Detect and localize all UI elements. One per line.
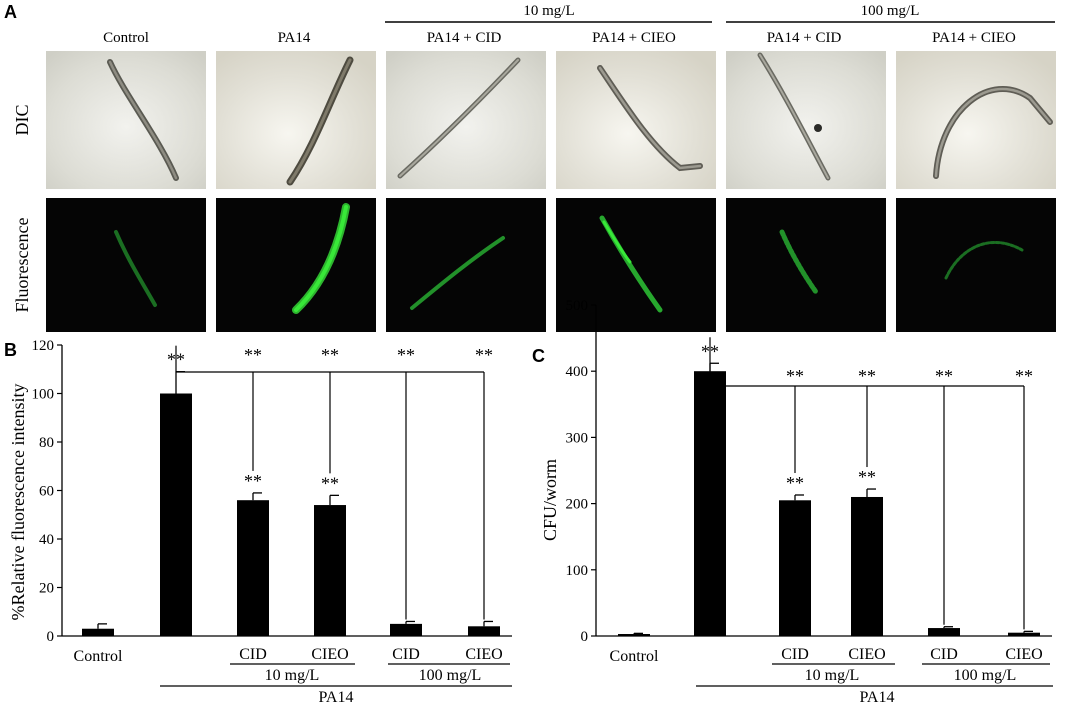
chart-b-category-cid-10: CID bbox=[239, 646, 267, 663]
fluorescence-image-cieo-100 bbox=[896, 198, 1056, 332]
panel-c: C CFU/worm 0 100 200 300 400 500 ** ** ** ** ** **… bbox=[532, 298, 1053, 706]
chart-c-bar bbox=[928, 628, 960, 636]
chart-b-bracket-mark: ** bbox=[321, 345, 339, 365]
chart-c-y-axis: 0 100 200 300 400 500 bbox=[566, 298, 1052, 645]
chart-b-category-control: Control bbox=[74, 648, 123, 665]
chart-c-y-tick-label: 500 bbox=[566, 298, 589, 314]
panel-b-letter: B bbox=[4, 340, 17, 360]
dic-image-cieo-100 bbox=[896, 51, 1056, 189]
chart-c-y-tick-label: 300 bbox=[566, 430, 589, 446]
chart-c-bar bbox=[851, 496, 883, 636]
chart-b-strain-label: PA14 bbox=[319, 689, 354, 705]
panel-c-letter: C bbox=[532, 346, 545, 366]
chart-b-bracket-mark: ** bbox=[244, 345, 262, 365]
chart-c-y-tick-label: 400 bbox=[566, 364, 589, 380]
dic-image-cid-10 bbox=[386, 51, 546, 189]
chart-c-bracket-mark: ** bbox=[786, 366, 804, 386]
chart-b-y-tick-label: 80 bbox=[39, 435, 54, 451]
chart-b-y-tick-label: 100 bbox=[32, 387, 55, 403]
chart-b-bracket-mark: ** bbox=[475, 345, 493, 365]
chart-b-bar bbox=[390, 623, 422, 636]
chart-c-bracket-mark: ** bbox=[1015, 366, 1033, 386]
chart-c-category-control: Control bbox=[610, 648, 659, 665]
chart-b-bar bbox=[314, 505, 346, 636]
dic-image-control bbox=[46, 51, 206, 189]
chart-c-category-cieo-100: CIEO bbox=[1005, 646, 1042, 663]
chart-c-bar bbox=[779, 500, 811, 636]
fluorescence-image-cid-100 bbox=[726, 198, 886, 332]
row-label-fluorescence: Fluorescence bbox=[12, 218, 32, 313]
chart-c-strain-label: PA14 bbox=[860, 689, 895, 705]
column-label-pa14: PA14 bbox=[278, 30, 311, 46]
chart-b-annotations: **** **** ** ** ** bbox=[167, 345, 493, 620]
chart-c-y-tick-label: 100 bbox=[566, 563, 589, 579]
chart-c-category-cid-100: CID bbox=[930, 646, 958, 663]
chart-b-dose-100-label: 100 mg/L bbox=[419, 667, 482, 684]
column-labels: Control PA14 PA14 + CID PA14 + CIEO PA14… bbox=[103, 30, 1016, 46]
dose-group-10-label: 10 mg/L bbox=[523, 3, 574, 19]
dose-group-10: 10 mg/L bbox=[385, 3, 712, 23]
chart-b-bar bbox=[237, 500, 269, 636]
chart-b-y-tick-label: 0 bbox=[47, 629, 55, 645]
chart-b-y-axis: 0 20 40 60 80 100 120 bbox=[32, 338, 512, 645]
chart-b-y-tick-label: 120 bbox=[32, 338, 55, 354]
chart-c-significance-mark: ** bbox=[786, 473, 804, 493]
column-label-cid-10: PA14 + CID bbox=[427, 30, 502, 46]
chart-c-annotations: **** **** ** ** ** bbox=[701, 337, 1033, 630]
chart-b-bar bbox=[160, 393, 192, 636]
column-label-control: Control bbox=[103, 30, 149, 46]
row-label-dic: DIC bbox=[12, 105, 32, 136]
chart-b-y-tick-label: 40 bbox=[39, 532, 54, 548]
chart-c-bracket-mark: ** bbox=[858, 366, 876, 386]
chart-c-bar bbox=[1008, 632, 1040, 636]
chart-b-dose-10-label: 10 mg/L bbox=[265, 667, 320, 684]
chart-b-y-tick-label: 60 bbox=[39, 484, 54, 500]
chart-c-dose-10-label: 10 mg/L bbox=[805, 667, 860, 684]
fluorescence-image-control bbox=[46, 198, 206, 332]
dic-image-cid-100 bbox=[726, 51, 886, 189]
chart-b-significance-mark: ** bbox=[244, 471, 262, 491]
dic-image-cieo-10 bbox=[556, 51, 716, 189]
fluorescence-image-cieo-10 bbox=[556, 198, 716, 332]
dose-group-100-label: 100 mg/L bbox=[861, 3, 920, 19]
chart-b-significance-mark: ** bbox=[321, 473, 339, 493]
column-label-cid-100: PA14 + CID bbox=[767, 30, 842, 46]
chart-c-category-cieo-10: CIEO bbox=[848, 646, 885, 663]
column-label-cieo-10: PA14 + CIEO bbox=[592, 30, 676, 46]
chart-b-bracket-mark: ** bbox=[397, 345, 415, 365]
chart-b-category-cieo-100: CIEO bbox=[465, 646, 502, 663]
chart-c-y-tick-label: 0 bbox=[581, 629, 589, 645]
chart-b-y-tick-label: 20 bbox=[39, 581, 54, 597]
dic-image-pa14 bbox=[216, 51, 376, 189]
chart-c-bar bbox=[694, 371, 726, 636]
panel-a: A 10 mg/L 100 mg/L Control PA14 PA14 + C… bbox=[4, 2, 1056, 332]
chart-b-ylabel: %Relative fluorescence intensity bbox=[8, 384, 28, 621]
chart-c-bracket-mark: ** bbox=[935, 366, 953, 386]
fluorescence-image-cid-10 bbox=[386, 198, 546, 332]
chart-c-category-cid-10: CID bbox=[781, 646, 809, 663]
chart-b-category-cieo-10: CIEO bbox=[311, 646, 348, 663]
chart-c-bars bbox=[618, 362, 1040, 636]
panel-b: B %Relative fluorescence intensity 0 20 40… bbox=[4, 338, 512, 706]
chart-c-dose-100-label: 100 mg/L bbox=[954, 667, 1017, 684]
chart-b-bar bbox=[468, 626, 500, 636]
column-label-cieo-100: PA14 + CIEO bbox=[932, 30, 1016, 46]
chart-b-category-cid-100: CID bbox=[392, 646, 420, 663]
dose-group-100: 100 mg/L bbox=[726, 3, 1055, 23]
chart-c-y-tick-label: 200 bbox=[566, 497, 589, 513]
chart-b-bars bbox=[82, 371, 500, 636]
panel-a-letter: A bbox=[4, 2, 17, 22]
chart-c-bar bbox=[618, 634, 650, 636]
chart-c-ylabel: CFU/worm bbox=[540, 459, 560, 541]
chart-c-significance-mark: ** bbox=[858, 467, 876, 487]
fluorescence-image-pa14 bbox=[216, 198, 376, 332]
chart-b-bar bbox=[82, 628, 114, 636]
